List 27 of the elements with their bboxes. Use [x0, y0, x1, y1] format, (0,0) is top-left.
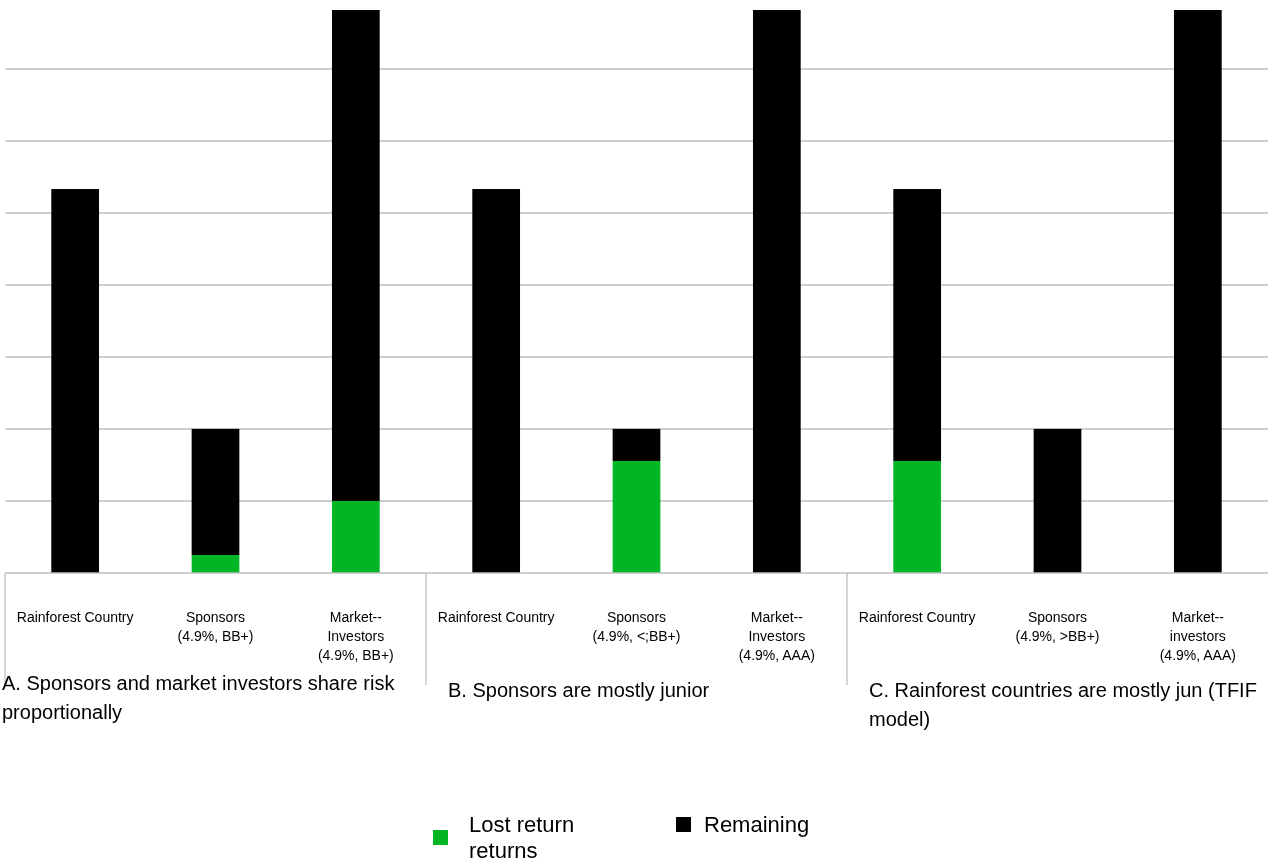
x-tick-label: Rainforest Country — [858, 609, 976, 625]
text: C. Rainforest countries are mostly jun (TFIF model) — [869, 679, 1257, 730]
legend-label: Remaining — [704, 812, 810, 837]
x-tick-label: Sponsors (4.9%, >BB+) — [1015, 609, 1100, 644]
x-tick-label: Market--investors (4.9%, AAA) — [1159, 609, 1236, 663]
text: A. Sponsors and market investors share risk proportionally — [2, 672, 396, 723]
bar — [612, 460, 661, 573]
x-tick-label: Market--Investors (4.9%, AAA) — [738, 609, 815, 663]
x-tick-label: Rainforest Country — [16, 609, 134, 625]
bar — [191, 554, 240, 573]
bar — [1033, 428, 1082, 573]
bar — [893, 189, 942, 461]
bar — [331, 10, 380, 501]
x-tick-label: Rainforest Country — [437, 609, 555, 625]
x-tick-label: Market--Investors (4.9%, BB+) — [317, 609, 394, 663]
text: B. Sponsors are mostly junior — [448, 679, 710, 701]
bar — [752, 10, 801, 573]
bar — [331, 500, 380, 573]
x-tick-label: Sponsors (4.9%, BB+) — [177, 609, 254, 644]
bar — [51, 189, 100, 573]
bar — [893, 460, 942, 573]
legend-label: Lost return returns — [469, 812, 575, 863]
bar — [472, 189, 521, 573]
bar — [612, 428, 661, 461]
x-tick-label: Sponsors (4.9%, <;BB+) — [592, 609, 681, 644]
bar — [1173, 10, 1222, 573]
bar — [191, 428, 240, 555]
